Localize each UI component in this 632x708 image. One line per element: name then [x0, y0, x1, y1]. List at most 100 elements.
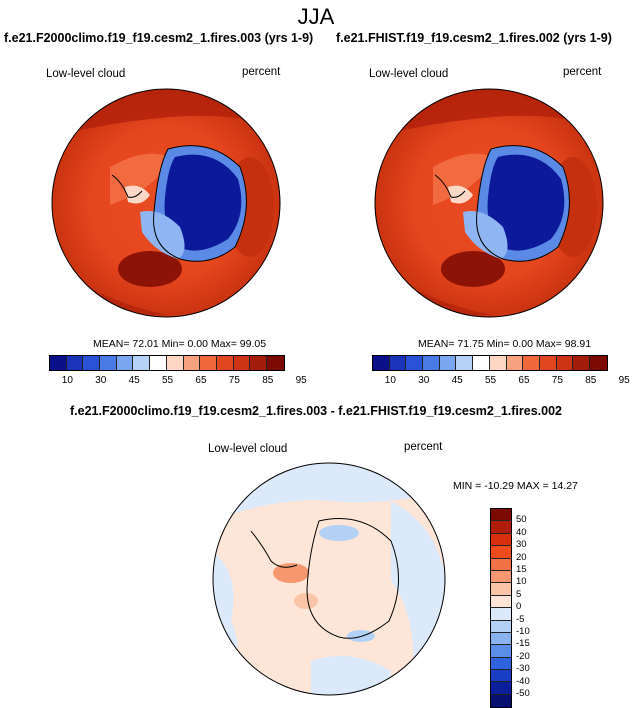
right-colorbar-swatch: [506, 356, 524, 370]
right-colorbar-swatch: [556, 356, 574, 370]
right-variable-label: Low-level cloud: [369, 68, 449, 80]
left-colorbar-swatch: [83, 356, 101, 370]
right-colorbar-swatch: [456, 356, 474, 370]
left-stats: MEAN= 72.01 Min= 0.00 Max= 99.05: [93, 338, 267, 350]
left-colorbar-swatch: [66, 356, 84, 370]
diff-case-title: f.e21.F2000climo.f19_f19.cesm2_1.fires.0…: [70, 404, 562, 418]
right-colorbar-tick-label: 30: [418, 375, 430, 386]
diff-colorbar-swatch: [491, 632, 511, 646]
diff-polar-map: [212, 462, 446, 696]
left-variable-label: Low-level cloud: [46, 68, 126, 80]
left-case-title: f.e21.F2000climo.f19_f19.cesm2_1.fires.0…: [4, 31, 314, 45]
diff-variable-label: Low-level cloud: [208, 443, 288, 455]
diff-colorbar-swatch: [491, 546, 511, 559]
diff-colorbar-tick-label: 20: [516, 551, 527, 563]
right-colorbar-swatch: [573, 356, 590, 370]
diff-units-label: percent: [404, 441, 443, 453]
left-colorbar-swatch: [250, 356, 267, 370]
diff-colorbar-tick-label: 50: [516, 514, 527, 526]
left-colorbar-tick-label: 75: [228, 375, 240, 386]
diff-colorbar-labels: 50 40 30 20 15 10 5 0 -5 -10 -15 -20 -30 -40 -50: [516, 508, 546, 708]
diff-colorbar-swatch: [491, 595, 511, 609]
diff-colorbar-swatch: [491, 657, 511, 671]
diff-colorbar-tick-label: 40: [516, 526, 527, 538]
left-colorbar-tick-label: 10: [61, 375, 73, 386]
diff-colorbar-swatch: [491, 583, 511, 596]
left-colorbar-tick-label: 65: [195, 375, 207, 386]
diff-colorbar-tick-label: 0: [516, 601, 522, 613]
diff-colorbar-swatch: [491, 521, 511, 534]
left-colorbar-swatch: [233, 356, 251, 370]
right-colorbar-swatch: [489, 356, 507, 370]
left-colorbar-tick-label: 30: [95, 375, 107, 386]
right-colorbar-swatch: [473, 356, 490, 370]
right-colorbar-tick-label: 75: [551, 375, 563, 386]
right-case-title: f.e21.FHIST.f19_f19.cesm2_1.fires.002 (y…: [336, 31, 612, 45]
diff-colorbar: 50 40 30 20 15 10 5 0 -5 -10 -15 -20 -30 -40 -50: [490, 508, 530, 708]
left-colorbar-swatches: [49, 355, 285, 371]
diff-colorbar-tick-label: -20: [516, 650, 530, 662]
left-colorbar: 10 30 45 55 65 75 85 95: [49, 355, 307, 386]
diff-colorbar-swatch: [491, 620, 511, 633]
diff-colorbar-tick-label: -10: [516, 626, 530, 637]
right-colorbar-swatch: [423, 356, 440, 370]
right-colorbar-swatches: [372, 355, 608, 371]
right-colorbar-tick-label: 65: [518, 375, 530, 386]
diff-stats: MIN = -10.29 MAX = 14.27: [453, 480, 578, 492]
diff-colorbar-swatches: [490, 508, 512, 708]
diff-colorbar-swatch: [491, 570, 511, 584]
diff-colorbar-swatch: [491, 509, 511, 522]
right-colorbar-tick-label: 95: [618, 375, 630, 386]
right-colorbar-labels: 10 30 45 55 65 75 85 95: [372, 371, 630, 386]
right-colorbar-tick-label: 85: [585, 375, 597, 386]
diff-colorbar-swatch: [491, 645, 511, 658]
left-colorbar-tick-label: 55: [162, 375, 174, 386]
right-colorbar-swatch: [439, 356, 457, 370]
diff-colorbar-tick-label: 15: [516, 564, 527, 575]
left-colorbar-swatch: [183, 356, 201, 370]
left-colorbar-swatch: [50, 356, 67, 370]
left-colorbar-swatch: [133, 356, 151, 370]
right-units-label: percent: [563, 66, 602, 78]
right-colorbar-swatch: [523, 356, 540, 370]
diff-colorbar-swatch: [491, 694, 511, 708]
left-colorbar-tick-label: 45: [128, 375, 140, 386]
right-colorbar-tick-label: 45: [451, 375, 463, 386]
left-colorbar-tick-label: 95: [295, 375, 307, 386]
left-colorbar-tick-label: 85: [262, 375, 274, 386]
diff-colorbar-swatch: [491, 533, 511, 547]
diff-colorbar-swatch: [491, 558, 511, 571]
right-stats: MEAN= 71.75 Min= 0.00 Max= 98.91: [418, 338, 592, 350]
diff-colorbar-tick-label: -50: [516, 688, 530, 699]
diff-colorbar-tick-label: -15: [516, 638, 530, 650]
right-colorbar-tick-label: 55: [485, 375, 497, 386]
diff-colorbar-tick-label: 10: [516, 576, 527, 588]
left-colorbar-swatch: [216, 356, 234, 370]
left-colorbar-swatch: [200, 356, 217, 370]
left-colorbar-labels: 10 30 45 55 65 75 85 95: [49, 371, 307, 386]
left-colorbar-swatch: [116, 356, 134, 370]
left-colorbar-swatch: [266, 356, 284, 370]
diff-colorbar-tick-label: -40: [516, 675, 530, 687]
right-colorbar-swatch: [389, 356, 407, 370]
right-colorbar-swatch: [589, 356, 607, 370]
diff-colorbar-tick-label: -5: [516, 613, 525, 625]
diff-colorbar-swatch: [491, 670, 511, 683]
right-colorbar-swatch: [373, 356, 390, 370]
diff-colorbar-tick-label: 5: [516, 588, 522, 600]
figure-title: JJA: [297, 4, 335, 29]
left-polar-map: [51, 88, 281, 318]
left-units-label: percent: [242, 66, 281, 78]
left-colorbar-swatch: [150, 356, 167, 370]
right-colorbar: 10 30 45 55 65 75 85 95: [372, 355, 630, 386]
diff-colorbar-tick-label: 30: [516, 539, 527, 551]
left-colorbar-swatch: [100, 356, 117, 370]
right-colorbar-tick-label: 10: [384, 375, 396, 386]
right-polar-map: [374, 88, 604, 318]
diff-colorbar-tick-label: -30: [516, 663, 530, 675]
right-colorbar-swatch: [406, 356, 424, 370]
left-colorbar-swatch: [166, 356, 184, 370]
diff-colorbar-swatch: [491, 608, 511, 621]
right-colorbar-swatch: [539, 356, 557, 370]
diff-colorbar-swatch: [491, 682, 511, 695]
